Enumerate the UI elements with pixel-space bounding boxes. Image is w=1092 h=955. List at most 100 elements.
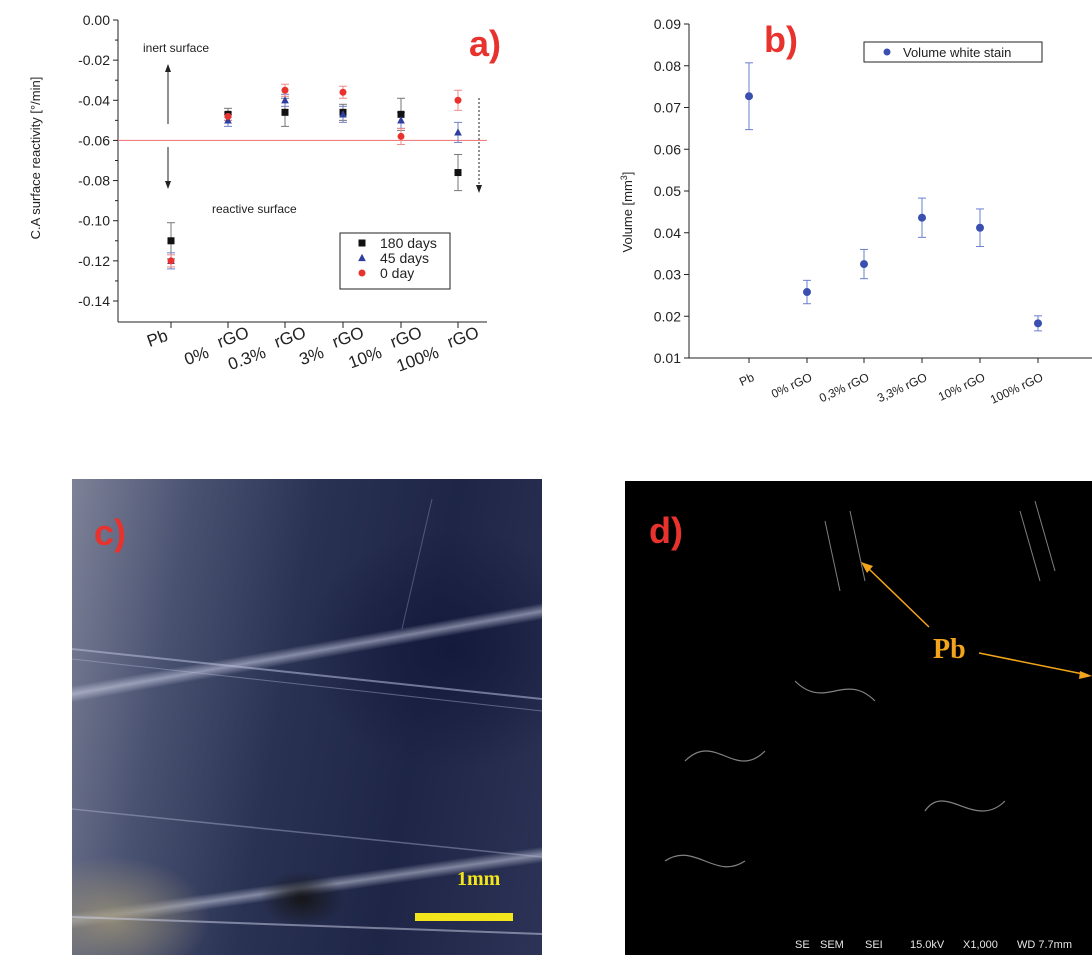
sem-info-se: SE (795, 939, 810, 951)
panel-c-letter: c) (94, 512, 126, 553)
legend-label: 180 days (380, 235, 437, 251)
scale-bar-label: 1mm (457, 868, 501, 890)
data-point (397, 132, 405, 140)
y-tick-label: 0.01 (654, 350, 681, 366)
plot-marks (745, 62, 1042, 332)
x-tick-label: 100% rGO (988, 370, 1045, 407)
y-tick-label: -0.10 (78, 213, 110, 229)
y-tick-label: -0.12 (78, 253, 110, 269)
y-tick-label: 0.00 (83, 12, 110, 28)
y-tick-label: -0.04 (78, 92, 110, 108)
data-point (454, 96, 462, 104)
x-tick-label: rGO (330, 323, 367, 352)
x-tick-label: rGO (445, 323, 482, 352)
legend-marker (358, 253, 366, 262)
sem-info-mag: X1,000 (963, 939, 998, 951)
y-tick-label: 0.06 (654, 141, 681, 157)
reactive-arrow-head (165, 181, 171, 189)
data-point (281, 96, 289, 104)
y-tick-label: 0.02 (654, 308, 681, 324)
data-point (860, 260, 868, 269)
data-point (397, 116, 405, 124)
data-point (281, 108, 289, 116)
y-tick-label: -0.14 (78, 293, 110, 309)
panel-b-letter: b) (764, 19, 798, 60)
inert-arrow-head (165, 64, 171, 72)
panel-d-letter: d) (649, 510, 683, 551)
legend-label: 0 day (380, 265, 414, 281)
data-point (339, 88, 347, 96)
x-tick-label: rGO (215, 323, 252, 352)
x-tick-label: rGO (388, 323, 425, 352)
pb-label: Pb (933, 634, 966, 665)
pb-arrow-2 (978, 652, 1084, 675)
x-tick-label: Pb (144, 326, 170, 351)
legend: Volume white stain (863, 41, 1043, 63)
data-point (454, 169, 462, 177)
chart-b: 0.09 0.08 0.07 0.06 0.05 0.04 0.03 0.02 0.01 Pb 0… (619, 16, 1092, 407)
y-tick-label: 0.04 (654, 225, 681, 241)
data-point (167, 237, 175, 245)
data-point (976, 223, 984, 232)
x-tick-label: 3% (297, 343, 327, 369)
data-point (1034, 319, 1042, 328)
y-axis-label-main: Volume [mm (620, 180, 635, 252)
reactive-surface-label: reactive surface (212, 202, 297, 216)
y-tick-label: 0.09 (654, 16, 681, 32)
sem-info-sei: SEI (865, 939, 883, 951)
data-point (167, 257, 175, 265)
y-axis-label-close: ] (620, 172, 635, 176)
data-point (281, 86, 289, 94)
legend-marker (358, 239, 366, 247)
legend-label: Volume white stain (903, 45, 1011, 60)
y-tick-label: 0.08 (654, 58, 681, 74)
data-point (918, 213, 926, 222)
sem-info-sem: SEM (820, 939, 844, 951)
y-tick-label: 0.05 (654, 183, 681, 199)
x-tick-label: Pb (737, 370, 757, 389)
annotations: inert surface reactive surface (143, 41, 297, 216)
y-axis: 0.00 -0.02 -0.04 -0.06 -0.08 -0.10 -0.12 -0.14 (78, 12, 119, 322)
inert-surface-label: inert surface (143, 41, 209, 55)
y-axis-label: C.A surface reactivity [°/min] (28, 77, 43, 240)
y-tick-label: -0.06 (78, 132, 110, 148)
data-point (397, 110, 405, 118)
x-tick-label: 3,3% rGO (875, 370, 929, 405)
chart-a: 0.00-0.02-0.04-0.06-0.08-0.10-0.12-0.14 … (28, 12, 501, 376)
sem-info-bar: SE SEM SEI 15.0kV X1,000 WD 7.7mm (625, 935, 1092, 955)
legend-label: 45 days (380, 250, 429, 266)
x-tick-label: 0,3% rGO (817, 370, 871, 405)
legend-box (863, 41, 1043, 63)
x-tick-label: 0% (182, 343, 212, 369)
y-axis: 0.09 0.08 0.07 0.06 0.05 0.04 0.03 0.02 0.01 (654, 16, 690, 366)
scale-bar (415, 913, 513, 921)
plot-marks (118, 64, 487, 270)
x-axis: Pb 0% rGO 0,3% rGO 3,3% rGO 10% rGO 100% rGO (689, 357, 1092, 407)
x-tick-label: 0% rGO (769, 370, 814, 401)
data-point (224, 112, 232, 120)
data-point (339, 110, 347, 118)
data-point (803, 288, 811, 297)
dotted-arrow-head (476, 185, 482, 193)
data-point (745, 92, 753, 101)
x-tick-label: 10% (346, 343, 384, 372)
pb-arrow-1 (868, 568, 930, 628)
y-tick-label: -0.08 (78, 173, 110, 189)
pb-arrow-1-head (861, 562, 873, 573)
legend-marker (883, 48, 891, 56)
sem-micrograph-d: d) Pb SE SEM SEI 15.0kV X1,000 WD 7.7mm (625, 481, 1092, 955)
panel-a-letter: a) (469, 23, 501, 64)
sem-info-kv: 15.0kV (910, 939, 945, 951)
legend-marker (358, 269, 366, 277)
y-tick-label: 0.07 (654, 100, 681, 116)
y-axis-label: Volume [mm3] (619, 172, 635, 253)
data-point (454, 128, 462, 136)
pb-arrow-2-head (1079, 671, 1092, 679)
x-tick-label: 10% rGO (936, 370, 987, 404)
y-tick-label: 0.03 (654, 267, 681, 283)
x-tick-label: rGO (272, 323, 309, 352)
y-axis-label-sup: 3 (619, 175, 629, 180)
sem-info-wd: WD 7.7mm (1017, 939, 1072, 951)
